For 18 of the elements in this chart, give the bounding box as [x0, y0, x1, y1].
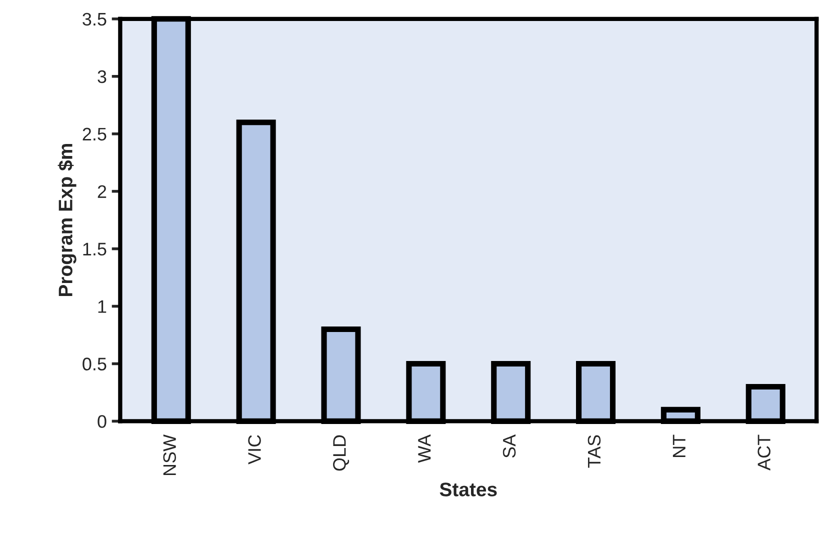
y-tick-label: 1 — [98, 300, 106, 313]
x-tick-label: NSW — [163, 434, 176, 476]
x-tick-label: SA — [502, 434, 516, 458]
x-tick-label: ACT — [758, 434, 770, 470]
x-tick-label: VIC — [248, 435, 261, 464]
x-tick-label: WA — [418, 434, 431, 463]
x-tick-label: NT — [672, 434, 686, 457]
x-tick-label: QLD — [333, 435, 350, 471]
x-tick-label: TAS — [588, 435, 601, 468]
x-axis-title: States — [440, 482, 497, 496]
y-tick-label: 2 — [98, 185, 106, 198]
y-tick-label: 0.5 — [82, 358, 106, 370]
y-tick-label: 1.5 — [83, 242, 106, 256]
y-tick-label: 0 — [98, 415, 106, 428]
y-tick-label: 2.5 — [82, 128, 106, 141]
y-tick-label: 3 — [98, 70, 106, 84]
y-tick-label: 3.5 — [82, 12, 106, 26]
y-axis-title: Program Exp $m — [58, 144, 76, 296]
